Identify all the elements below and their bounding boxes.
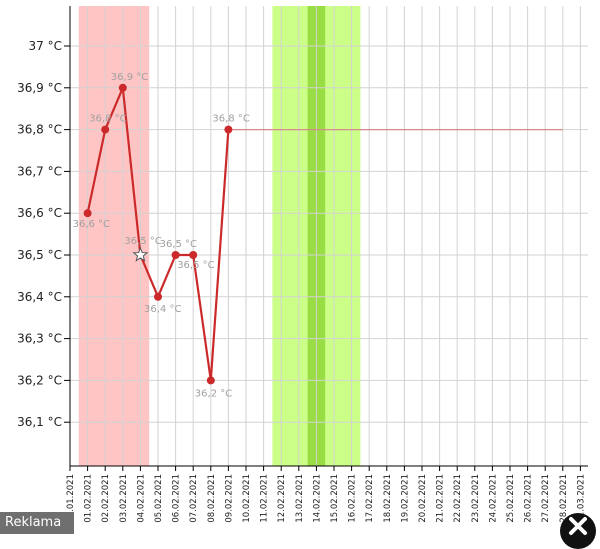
x-tick-label-1: 01.02.2021	[84, 474, 94, 523]
close-ad-button[interactable]	[560, 513, 596, 549]
y-tick-label-0: 36,1 °C	[17, 415, 62, 429]
data-label-3: 36,5 °C	[124, 236, 161, 247]
x-tick-label-13: 13.02.2021	[295, 474, 305, 523]
x-tick-label-8: 08.02.2021	[207, 474, 217, 523]
data-label-2: 36,9 °C	[111, 72, 148, 83]
point-marker-6	[189, 251, 198, 259]
x-tick-label-5: 05.02.2021	[154, 474, 164, 523]
y-tick-label-2: 36,3 °C	[17, 332, 62, 346]
x-tick-label-28: 28.02.2021	[559, 474, 569, 523]
x-tick-label-9: 09.02.2021	[224, 474, 234, 523]
data-label-0: 36,6 °C	[73, 219, 110, 230]
x-tick-label-27: 27.02.2021	[541, 474, 551, 523]
x-tick-label-19: 19.02.2021	[400, 474, 410, 523]
ad-badge[interactable]: Reklama	[0, 512, 74, 534]
x-tick-label-20: 20.02.2021	[418, 474, 428, 523]
x-tick-label-24: 24.02.2021	[488, 474, 498, 523]
x-axis-ticks: 31.01.2021 01.02.2021 02.02.2021 03.02.2021…	[66, 466, 586, 523]
y-tick-label-7: 36,8 °C	[17, 123, 62, 137]
x-tick-label-10: 10.02.2021	[242, 474, 252, 523]
star-marker-3	[132, 246, 149, 262]
data-labels: 36,6 °C 36,8 °C 36,9 °C 36,5 °C 36,4 °C 36,5 …	[73, 72, 250, 400]
point-marker-5	[171, 251, 180, 259]
temperature-markers	[83, 83, 233, 385]
data-label-7: 36,2 °C	[195, 388, 232, 399]
y-tick-label-5: 36,6 °C	[17, 206, 62, 220]
point-marker-2	[118, 83, 127, 92]
x-tick-label-6: 06.02.2021	[172, 474, 182, 523]
data-label-4: 36,4 °C	[144, 304, 181, 315]
x-tick-label-29: 01.03.2021	[576, 474, 586, 523]
x-tick-label-7: 07.02.2021	[189, 474, 199, 523]
x-tick-label-14: 14.02.2021	[312, 474, 322, 523]
y-tick-label-8: 36,9 °C	[17, 81, 62, 95]
x-tick-label-18: 18.02.2021	[383, 474, 393, 523]
x-tick-label-12: 12.02.2021	[277, 474, 287, 523]
x-tick-label-15: 15.02.2021	[330, 474, 340, 523]
x-tick-label-23: 23.02.2021	[471, 474, 481, 523]
x-tick-label-25: 25.02.2021	[506, 474, 516, 523]
x-tick-label-16: 16.02.2021	[348, 474, 358, 523]
x-tick-label-3: 03.02.2021	[119, 474, 129, 523]
x-tick-label-0: 31.01.2021	[66, 474, 76, 523]
x-tick-label-22: 22.02.2021	[453, 474, 463, 523]
x-tick-label-17: 17.02.2021	[365, 474, 375, 523]
point-marker-4	[154, 292, 162, 301]
point-marker-1	[101, 125, 110, 134]
x-tick-label-11: 11.02.2021	[260, 474, 270, 523]
x-tick-label-4: 04.02.2021	[136, 474, 146, 523]
x-tick-label-21: 21.02.2021	[436, 474, 446, 523]
point-marker-7	[206, 376, 215, 385]
data-label-8: 36,8 °C	[212, 114, 249, 125]
x-tick-label-26: 26.02.2021	[524, 474, 534, 523]
data-label-6: 36,5 °C	[177, 260, 214, 271]
y-tick-label-9: 37 °C	[29, 39, 62, 53]
y-axis-ticks: 36,1 °C 36,2 °C 36,3 °C 36,4 °C 36,5 °C 36,6 …	[17, 39, 70, 429]
y-tick-label-4: 36,5 °C	[17, 248, 62, 262]
chart-grid	[69, 6, 588, 466]
temperature-chart: 36,1 °C36,2 °C36,3 °C36,4 °C36,5 °C36,6 …	[17, 6, 588, 523]
x-tick-label-2: 02.02.2021	[101, 474, 111, 523]
chart-axes	[69, 6, 588, 467]
point-marker-8	[224, 125, 233, 134]
y-tick-label-1: 36,2 °C	[17, 373, 62, 387]
close-icon	[569, 517, 587, 535]
y-tick-label-6: 36,7 °C	[17, 164, 62, 178]
data-label-5: 36,5 °C	[160, 239, 197, 250]
point-marker-0	[83, 209, 92, 218]
data-label-1: 36,8 °C	[89, 114, 126, 125]
y-tick-label-3: 36,4 °C	[17, 290, 62, 304]
